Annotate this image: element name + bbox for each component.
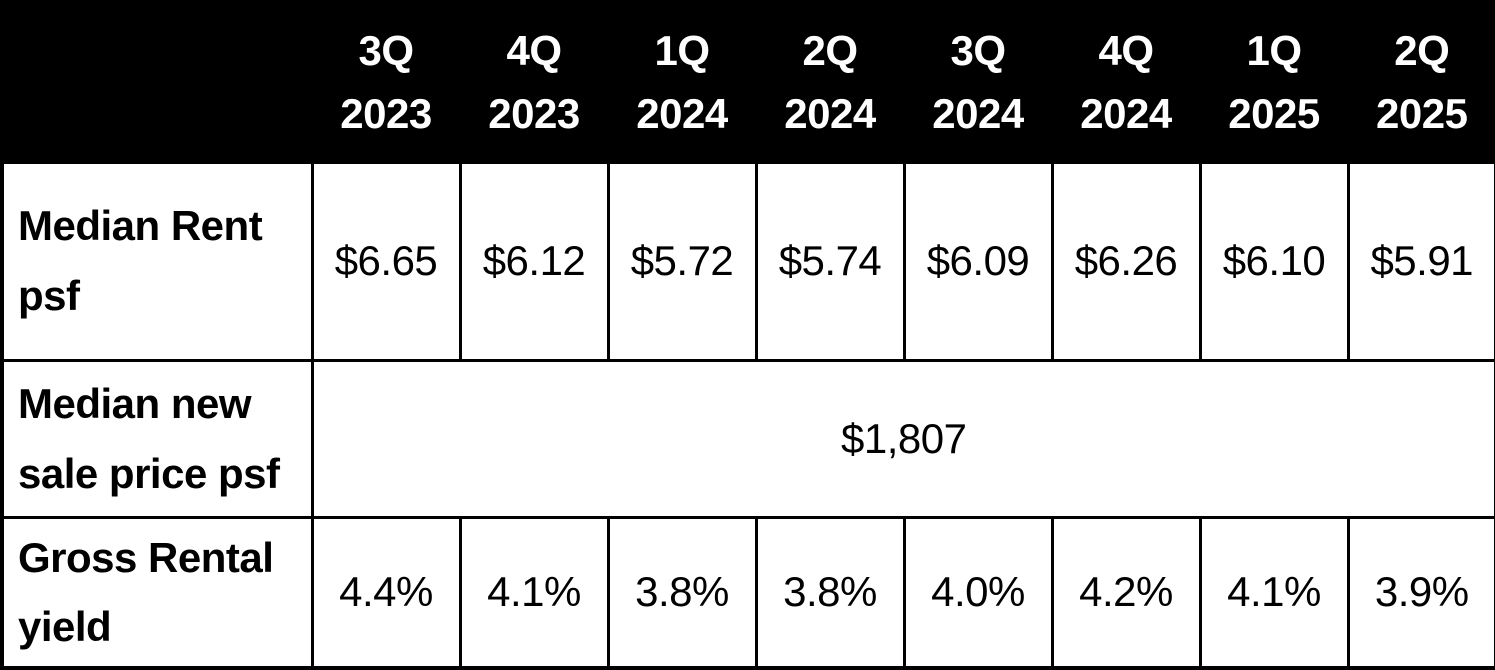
year-label: 2024 — [784, 90, 876, 138]
year-label: 2024 — [1080, 90, 1172, 138]
year-label: 2024 — [636, 90, 728, 138]
header-cell-1q-2025: 1Q 2025 — [1198, 0, 1350, 164]
median-rent-2q-2025: $5.91 — [1346, 160, 1495, 362]
quarter-label: 4Q — [1098, 27, 1154, 75]
median-rent-4q-2023: $6.12 — [458, 160, 610, 362]
row-label-median-new-sale-price-psf: Median new sale price psf — [0, 358, 314, 519]
quarter-label: 2Q — [802, 27, 858, 75]
gross-yield-4q-2023: 4.1% — [458, 515, 610, 670]
year-label: 2025 — [1376, 90, 1468, 138]
header-cell-3q-2024: 3Q 2024 — [902, 0, 1054, 164]
header-row: 3Q 2023 4Q 2023 1Q 2024 2Q 2024 3Q 202 — [0, 0, 1495, 164]
quarter-label: 2Q — [1394, 27, 1450, 75]
table-header: 3Q 2023 4Q 2023 1Q 2024 2Q 2024 3Q 202 — [0, 0, 1495, 164]
year-label: 2023 — [488, 90, 580, 138]
median-rent-3q-2024: $6.09 — [902, 160, 1054, 362]
median-rent-2q-2024: $5.74 — [754, 160, 906, 362]
row-label-line: sale price psf — [18, 449, 280, 497]
gross-yield-1q-2024: 3.8% — [606, 515, 758, 670]
gross-yield-3q-2023: 4.4% — [310, 515, 462, 670]
row-label-median-rent-psf: Median Rent psf — [0, 160, 314, 362]
year-label: 2023 — [340, 90, 432, 138]
header-cell-1q-2024: 1Q 2024 — [606, 0, 758, 164]
row-label-line: Median new — [18, 379, 252, 427]
row-median-rent-psf: Median Rent psf $6.65 $6.12 $5.72 $5.74 … — [0, 160, 1495, 362]
gross-yield-2q-2024: 3.8% — [754, 515, 906, 670]
corner-cell — [0, 0, 314, 164]
gross-yield-3q-2024: 4.0% — [902, 515, 1054, 670]
header-cell-4q-2024: 4Q 2024 — [1050, 0, 1202, 164]
row-label-line: Gross Rental — [18, 533, 274, 581]
header-cell-2q-2024: 2Q 2024 — [754, 0, 906, 164]
quarter-label: 4Q — [506, 27, 562, 75]
row-label-line: Median Rent — [18, 202, 263, 250]
median-rent-3q-2023: $6.65 — [310, 160, 462, 362]
row-label-line: psf — [18, 272, 80, 320]
median-new-sale-price-merged-cell: $1,807 — [310, 358, 1495, 519]
median-rent-1q-2024: $5.72 — [606, 160, 758, 362]
row-median-new-sale-price-psf: Median new sale price psf $1,807 — [0, 358, 1495, 519]
gross-yield-1q-2025: 4.1% — [1198, 515, 1350, 670]
table-body: Median Rent psf $6.65 $6.12 $5.72 $5.74 … — [0, 160, 1495, 670]
row-label-gross-rental-yield: Gross Rental yield — [0, 515, 314, 670]
quarter-label: 3Q — [358, 27, 414, 75]
row-label-line: yield — [18, 603, 112, 651]
gross-yield-2q-2025: 3.9% — [1346, 515, 1495, 670]
header-cell-3q-2023: 3Q 2023 — [310, 0, 462, 164]
median-rent-1q-2025: $6.10 — [1198, 160, 1350, 362]
gross-yield-4q-2024: 4.2% — [1050, 515, 1202, 670]
quarter-label: 3Q — [950, 27, 1006, 75]
year-label: 2025 — [1228, 90, 1320, 138]
year-label: 2024 — [932, 90, 1024, 138]
header-cell-2q-2025: 2Q 2025 — [1346, 0, 1495, 164]
quarter-label: 1Q — [654, 27, 710, 75]
median-rent-4q-2024: $6.26 — [1050, 160, 1202, 362]
quarter-label: 1Q — [1246, 27, 1302, 75]
header-cell-4q-2023: 4Q 2023 — [458, 0, 610, 164]
row-gross-rental-yield: Gross Rental yield 4.4% 4.1% 3.8% 3.8% 4… — [0, 515, 1495, 670]
